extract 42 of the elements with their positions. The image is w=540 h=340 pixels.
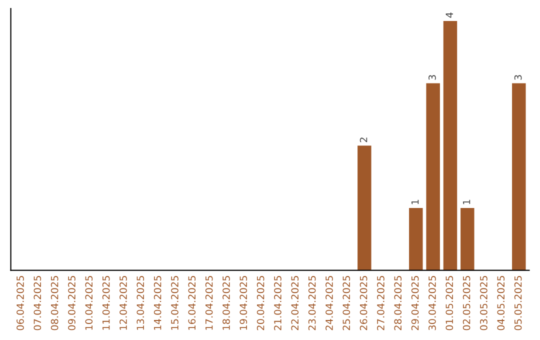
x-tick-label: 19.04.2025 bbox=[240, 276, 248, 330]
x-tick-label: 30.04.2025 bbox=[428, 276, 436, 330]
x-tick-label: 04.05.2025 bbox=[497, 276, 505, 330]
x-tick-label: 14.04.2025 bbox=[154, 276, 162, 330]
x-tick-label: 24.04.2025 bbox=[326, 276, 333, 330]
bar bbox=[512, 83, 526, 270]
x-tick-label: 07.04.2025 bbox=[34, 276, 42, 330]
data-label: 3 bbox=[514, 75, 522, 80]
data-label: 1 bbox=[463, 200, 470, 204]
bar bbox=[426, 83, 440, 270]
x-tick-label: 13.04.2025 bbox=[136, 276, 144, 330]
x-tick-label: 12.04.2025 bbox=[120, 276, 127, 330]
bar bbox=[409, 208, 423, 270]
x-tick-label: 09.04.2025 bbox=[68, 276, 76, 330]
bar bbox=[358, 146, 372, 270]
data-label: 1 bbox=[412, 200, 419, 204]
x-tick-label: 10.04.2025 bbox=[85, 276, 93, 330]
x-tick-label: 06.04.2025 bbox=[16, 276, 24, 330]
x-tick-label: 16.04.2025 bbox=[188, 276, 196, 330]
data-label: 2 bbox=[360, 138, 368, 142]
bar bbox=[460, 208, 474, 270]
x-tick-label: 11.04.2025 bbox=[102, 276, 110, 330]
x-tick-label: 17.04.2025 bbox=[205, 276, 213, 330]
x-tick-label: 25.04.2025 bbox=[342, 276, 350, 330]
x-tick-label: 26.04.2025 bbox=[360, 276, 368, 330]
x-tick-label: 01.05.2025 bbox=[446, 276, 454, 330]
x-tick-label: 18.04.2025 bbox=[222, 276, 230, 330]
x-tick-label: 20.04.2025 bbox=[256, 276, 264, 330]
x-tick-label: 02.05.2025 bbox=[462, 276, 470, 330]
data-label: 3 bbox=[428, 75, 436, 80]
bar bbox=[443, 20, 458, 270]
data-label: 4 bbox=[446, 12, 453, 18]
x-tick-label: 28.04.2025 bbox=[394, 276, 402, 330]
x-tick-label: 03.05.2025 bbox=[480, 276, 488, 330]
x-tick-label: 27.04.2025 bbox=[377, 276, 384, 330]
x-tick-label: 21.04.2025 bbox=[274, 276, 282, 330]
x-tick-label: 05.05.2025 bbox=[514, 276, 522, 330]
x-tick-label: 22.04.2025 bbox=[291, 276, 299, 330]
x-tick-label: 23.04.2025 bbox=[308, 276, 316, 330]
x-tick-label: 08.04.2025 bbox=[50, 276, 58, 330]
x-tick-label: 29.04.2025 bbox=[411, 276, 419, 330]
x-tick-label: 15.04.2025 bbox=[171, 276, 178, 330]
